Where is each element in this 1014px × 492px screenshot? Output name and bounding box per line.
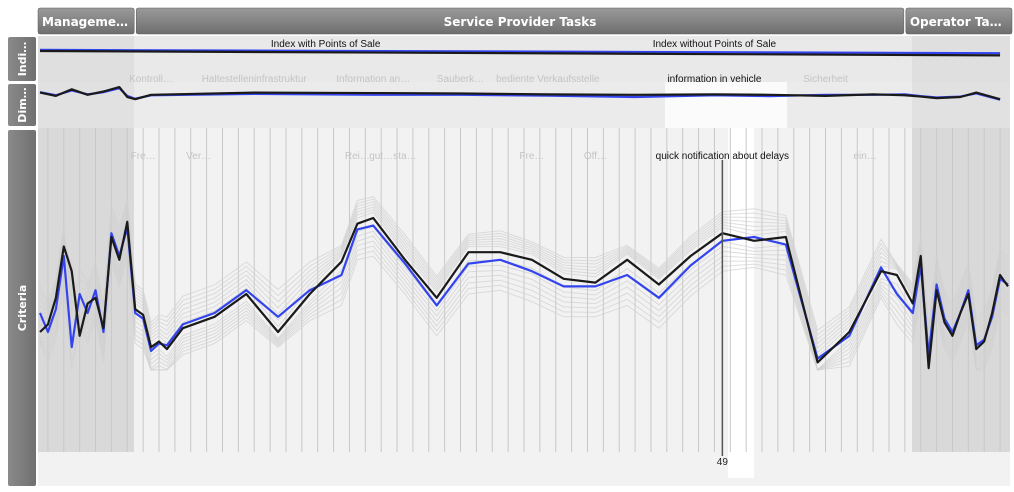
group-header-label: Service Provider Tasks — [444, 15, 597, 29]
background-line — [39, 250, 1009, 371]
group-header[interactable]: Service Provider Tasks — [135, 7, 905, 35]
group-header[interactable]: Operator Ta… — [905, 7, 1013, 35]
criterion-label[interactable]: Off… — [584, 151, 607, 162]
row-indicators-bar[interactable]: Indi… — [8, 37, 36, 81]
background-line — [39, 195, 1009, 332]
indicator-row-bg — [38, 36, 1010, 82]
dimension-label[interactable]: information in vehicle — [667, 74, 761, 85]
group-header-label: Manageme… — [42, 15, 128, 29]
background-line — [39, 240, 1009, 371]
background-line — [39, 255, 1009, 371]
row-dimensions-label: Dim… — [16, 87, 29, 122]
indicator-label[interactable]: Index without Points of Sale — [653, 39, 777, 50]
background-line — [39, 245, 1009, 371]
row-dimensions-bar[interactable]: Dim… — [8, 84, 36, 126]
dimension-label[interactable]: Sauberk… — [437, 74, 484, 85]
dimension-row-bg — [38, 82, 1010, 128]
dimension-label[interactable]: Sicherheit — [803, 74, 848, 85]
dimension-label[interactable]: Information an… — [336, 74, 410, 85]
series-line-indicator[interactable] — [39, 49, 1001, 57]
group-header-bg — [905, 7, 1013, 35]
series-line-criteria[interactable] — [38, 224, 1009, 360]
row-criteria-label: Criteria — [16, 285, 29, 332]
background-line — [39, 235, 1009, 371]
group-header[interactable]: Manageme… — [37, 7, 135, 35]
group-header-label: Operator Ta… — [910, 15, 1002, 29]
criterion-label[interactable]: Rei… — [345, 151, 370, 162]
criterion-label[interactable]: ein… — [854, 151, 877, 162]
selected-axis-value: 49 — [717, 457, 729, 468]
series-lines — [38, 48, 1009, 370]
series-line-indicator[interactable] — [39, 48, 1001, 55]
row-indicators-label: Indi… — [16, 42, 29, 77]
dimension-highlight — [665, 82, 787, 128]
indicator-label[interactable]: Index with Points of Sale — [271, 39, 381, 50]
group-header-bg — [37, 7, 135, 35]
series-line-criteria[interactable] — [39, 216, 1009, 370]
row-criteria-bar[interactable]: Criteria — [8, 130, 36, 486]
group-headers: Manageme… Service Provider Tasks Operator … — [37, 7, 1013, 35]
dimension-label[interactable]: Kontroll… — [129, 74, 173, 85]
criterion-label[interactable]: sta… — [393, 151, 416, 162]
dimension-label[interactable]: bediente Verkaufsstelle — [496, 74, 600, 85]
group-header-bg — [135, 7, 905, 35]
criterion-label[interactable]: quick notification about delays — [656, 151, 789, 162]
criterion-label[interactable]: Ver… — [186, 151, 211, 162]
criterion-label[interactable]: gut… — [369, 151, 393, 162]
selected-criterion-highlight — [728, 128, 754, 478]
criterion-label[interactable]: Fre… — [131, 151, 156, 162]
axis-labels: Index with Points of Sale Index without P… — [129, 39, 877, 162]
criterion-label[interactable]: Fre… — [519, 151, 544, 162]
series-line-dimension[interactable] — [39, 85, 1001, 101]
dimension-label[interactable]: Haltestelleninfrastruktur — [202, 74, 308, 85]
